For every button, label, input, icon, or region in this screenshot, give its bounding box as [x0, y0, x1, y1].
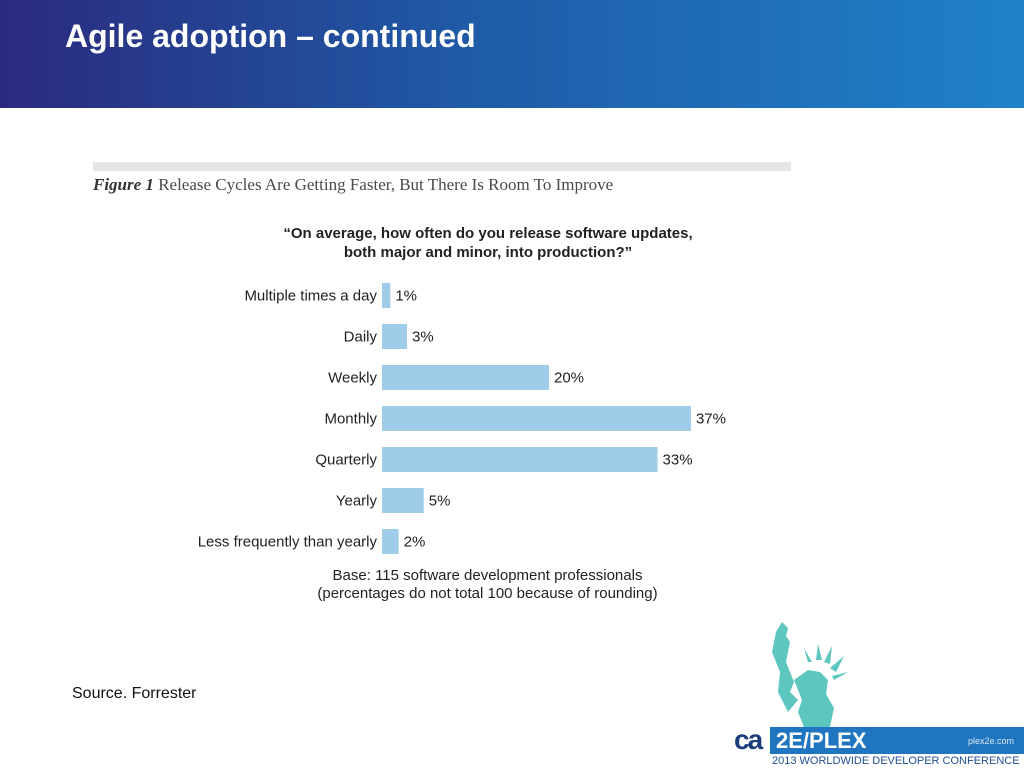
- category-label: Quarterly: [315, 452, 377, 469]
- value-label: 5%: [429, 493, 451, 510]
- header-banner: Agile adoption – continued: [0, 0, 1024, 108]
- bar: [382, 365, 549, 390]
- figure-number: Figure 1: [93, 175, 154, 194]
- event-name: 2E/PLEX: [776, 728, 867, 753]
- bar: [382, 488, 424, 513]
- figure-top-rule: [93, 162, 791, 171]
- bar: [382, 283, 391, 308]
- survey-question: “On average, how often do you release so…: [228, 224, 748, 262]
- survey-question-line-1: “On average, how often do you release so…: [283, 225, 693, 242]
- bar: [382, 529, 399, 554]
- ca-logo: ca: [734, 724, 763, 755]
- bar: [382, 324, 408, 349]
- figure-caption: Figure 1 Release Cycles Are Getting Fast…: [93, 175, 613, 195]
- category-label: Multiple times a day: [244, 288, 377, 305]
- value-label: 37%: [696, 411, 726, 428]
- category-label: Yearly: [336, 493, 378, 510]
- brand-bar: [770, 727, 1024, 754]
- base-note-line-2: (percentages do not total 100 because of…: [317, 585, 658, 602]
- slide-title: Agile adoption – continued: [65, 18, 476, 54]
- survey-question-line-2: both major and minor, into production?”: [343, 244, 633, 261]
- value-label: 33%: [663, 452, 693, 469]
- value-label: 20%: [554, 370, 584, 387]
- base-note-line-1: Base: 115 software development professio…: [332, 567, 643, 584]
- figure-caption-text: Release Cycles Are Getting Faster, But T…: [158, 175, 614, 194]
- statue-of-liberty-icon: [772, 622, 848, 727]
- event-url: plex2e.com: [968, 736, 1015, 746]
- bar: [382, 406, 691, 431]
- value-label: 1%: [395, 288, 417, 305]
- value-label: 2%: [404, 534, 426, 551]
- value-label: 3%: [412, 329, 434, 346]
- category-label: Daily: [344, 329, 378, 346]
- category-label: Weekly: [328, 370, 377, 387]
- base-note: Base: 115 software development professio…: [270, 567, 705, 603]
- category-label: Less frequently than yearly: [198, 534, 378, 551]
- bar: [382, 447, 658, 472]
- conference-title: 2013 WORLDWIDE DEVELOPER CONFERENCE: [772, 755, 1020, 767]
- category-label: Monthly: [324, 411, 377, 428]
- source-note: Source. Forrester: [72, 685, 197, 702]
